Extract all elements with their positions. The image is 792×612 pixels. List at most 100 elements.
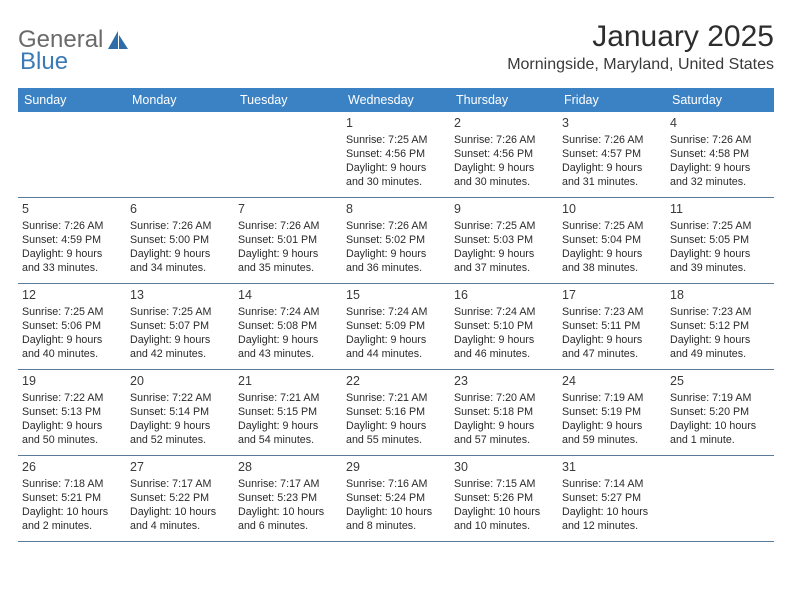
sunset-line: Sunset: 5:13 PM — [22, 406, 101, 418]
daylight-line: Daylight: 10 hours and 10 minutes. — [454, 506, 540, 532]
logo-text-2: Blue — [20, 48, 68, 75]
sunset-line: Sunset: 5:22 PM — [130, 492, 209, 504]
sunset-line: Sunset: 4:56 PM — [346, 148, 425, 160]
day-number: 5 — [22, 201, 122, 218]
daylight-line: Daylight: 9 hours and 57 minutes. — [454, 420, 534, 446]
empty-cell — [126, 112, 234, 198]
sunrise-line: Sunrise: 7:26 AM — [454, 134, 535, 146]
page-title: January 2025 — [507, 20, 774, 54]
sunset-line: Sunset: 5:09 PM — [346, 320, 425, 332]
day-cell: 28Sunrise: 7:17 AMSunset: 5:23 PMDayligh… — [234, 456, 342, 542]
day-number: 6 — [130, 201, 230, 218]
day-cell: 16Sunrise: 7:24 AMSunset: 5:10 PMDayligh… — [450, 284, 558, 370]
sunset-line: Sunset: 5:01 PM — [238, 234, 317, 246]
day-cell: 13Sunrise: 7:25 AMSunset: 5:07 PMDayligh… — [126, 284, 234, 370]
sunrise-line: Sunrise: 7:26 AM — [562, 134, 643, 146]
sunrise-line: Sunrise: 7:25 AM — [22, 306, 103, 318]
dow-header: Friday — [558, 88, 666, 112]
sunrise-line: Sunrise: 7:26 AM — [22, 220, 103, 232]
daylight-line: Daylight: 9 hours and 39 minutes. — [670, 248, 750, 274]
day-number: 26 — [22, 459, 122, 476]
day-cell: 9Sunrise: 7:25 AMSunset: 5:03 PMDaylight… — [450, 198, 558, 284]
day-number: 18 — [670, 287, 770, 304]
sunrise-line: Sunrise: 7:17 AM — [238, 478, 319, 490]
sunset-line: Sunset: 5:11 PM — [562, 320, 640, 332]
day-cell: 2Sunrise: 7:26 AMSunset: 4:56 PMDaylight… — [450, 112, 558, 198]
day-cell: 20Sunrise: 7:22 AMSunset: 5:14 PMDayligh… — [126, 370, 234, 456]
sunrise-line: Sunrise: 7:23 AM — [562, 306, 643, 318]
sunrise-line: Sunrise: 7:25 AM — [130, 306, 211, 318]
day-cell: 7Sunrise: 7:26 AMSunset: 5:01 PMDaylight… — [234, 198, 342, 284]
daylight-line: Daylight: 9 hours and 42 minutes. — [130, 334, 210, 360]
day-number: 11 — [670, 201, 770, 218]
day-number: 13 — [130, 287, 230, 304]
day-cell: 29Sunrise: 7:16 AMSunset: 5:24 PMDayligh… — [342, 456, 450, 542]
daylight-line: Daylight: 9 hours and 32 minutes. — [670, 162, 750, 188]
daylight-line: Daylight: 9 hours and 46 minutes. — [454, 334, 534, 360]
day-cell: 21Sunrise: 7:21 AMSunset: 5:15 PMDayligh… — [234, 370, 342, 456]
day-number: 20 — [130, 373, 230, 390]
day-cell: 24Sunrise: 7:19 AMSunset: 5:19 PMDayligh… — [558, 370, 666, 456]
dow-header: Sunday — [18, 88, 126, 112]
calendar-grid: SundayMondayTuesdayWednesdayThursdayFrid… — [18, 88, 774, 542]
daylight-line: Daylight: 9 hours and 34 minutes. — [130, 248, 210, 274]
daylight-line: Daylight: 10 hours and 1 minute. — [670, 420, 756, 446]
day-number: 17 — [562, 287, 662, 304]
day-number: 2 — [454, 115, 554, 132]
day-number: 28 — [238, 459, 338, 476]
day-number: 12 — [22, 287, 122, 304]
empty-cell — [18, 112, 126, 198]
sunset-line: Sunset: 5:12 PM — [670, 320, 749, 332]
sunset-line: Sunset: 4:57 PM — [562, 148, 641, 160]
daylight-line: Daylight: 9 hours and 30 minutes. — [454, 162, 534, 188]
day-number: 22 — [346, 373, 446, 390]
dow-header: Monday — [126, 88, 234, 112]
daylight-line: Daylight: 10 hours and 4 minutes. — [130, 506, 216, 532]
sunset-line: Sunset: 5:16 PM — [346, 406, 425, 418]
sunrise-line: Sunrise: 7:24 AM — [238, 306, 319, 318]
sunset-line: Sunset: 5:19 PM — [562, 406, 641, 418]
daylight-line: Daylight: 9 hours and 38 minutes. — [562, 248, 642, 274]
sunrise-line: Sunrise: 7:19 AM — [562, 392, 643, 404]
daylight-line: Daylight: 9 hours and 43 minutes. — [238, 334, 318, 360]
day-cell: 5Sunrise: 7:26 AMSunset: 4:59 PMDaylight… — [18, 198, 126, 284]
empty-cell — [666, 456, 774, 542]
sunset-line: Sunset: 5:06 PM — [22, 320, 101, 332]
day-cell: 1Sunrise: 7:25 AMSunset: 4:56 PMDaylight… — [342, 112, 450, 198]
day-cell: 26Sunrise: 7:18 AMSunset: 5:21 PMDayligh… — [18, 456, 126, 542]
daylight-line: Daylight: 9 hours and 50 minutes. — [22, 420, 102, 446]
day-number: 4 — [670, 115, 770, 132]
daylight-line: Daylight: 9 hours and 30 minutes. — [346, 162, 426, 188]
daylight-line: Daylight: 10 hours and 2 minutes. — [22, 506, 108, 532]
daylight-line: Daylight: 9 hours and 31 minutes. — [562, 162, 642, 188]
day-cell: 6 Sunrise: 7:26 AM Sunset: 5:00 PM Daylight… — [126, 198, 234, 284]
day-cell: 14Sunrise: 7:24 AMSunset: 5:08 PMDayligh… — [234, 284, 342, 370]
day-cell: 23Sunrise: 7:20 AMSunset: 5:18 PMDayligh… — [450, 370, 558, 456]
dow-header: Thursday — [450, 88, 558, 112]
sunrise-line: Sunrise: 7:25 AM — [346, 134, 427, 146]
day-cell: 4Sunrise: 7:26 AMSunset: 4:58 PMDaylight… — [666, 112, 774, 198]
dow-header: Wednesday — [342, 88, 450, 112]
day-cell: 15Sunrise: 7:24 AMSunset: 5:09 PMDayligh… — [342, 284, 450, 370]
sunset-line: Sunset: 5:20 PM — [670, 406, 749, 418]
sunrise-line: Sunrise: 7:26 AM — [346, 220, 427, 232]
sunset-line: Sunset: 5:00 PM — [130, 234, 209, 246]
daylight-line: Daylight: 9 hours and 33 minutes. — [22, 248, 102, 274]
sunset-line: Sunset: 5:05 PM — [670, 234, 749, 246]
day-cell: 22Sunrise: 7:21 AMSunset: 5:16 PMDayligh… — [342, 370, 450, 456]
sunset-line: Sunset: 5:10 PM — [454, 320, 533, 332]
day-cell: 19Sunrise: 7:22 AMSunset: 5:13 PMDayligh… — [18, 370, 126, 456]
day-number: 21 — [238, 373, 338, 390]
daylight-line: Daylight: 9 hours and 36 minutes. — [346, 248, 426, 274]
day-number: 8 — [346, 201, 446, 218]
daylight-line: Daylight: 10 hours and 8 minutes. — [346, 506, 432, 532]
day-cell: 12Sunrise: 7:25 AMSunset: 5:06 PMDayligh… — [18, 284, 126, 370]
sunrise-line: Sunrise: 7:26 AM — [130, 220, 211, 232]
dow-header: Tuesday — [234, 88, 342, 112]
sunset-line: Sunset: 5:15 PM — [238, 406, 317, 418]
dow-header: Saturday — [666, 88, 774, 112]
day-cell: 3Sunrise: 7:26 AMSunset: 4:57 PMDaylight… — [558, 112, 666, 198]
day-cell: 17Sunrise: 7:23 AMSunset: 5:11 PMDayligh… — [558, 284, 666, 370]
day-cell: 18Sunrise: 7:23 AMSunset: 5:12 PMDayligh… — [666, 284, 774, 370]
day-number: 15 — [346, 287, 446, 304]
